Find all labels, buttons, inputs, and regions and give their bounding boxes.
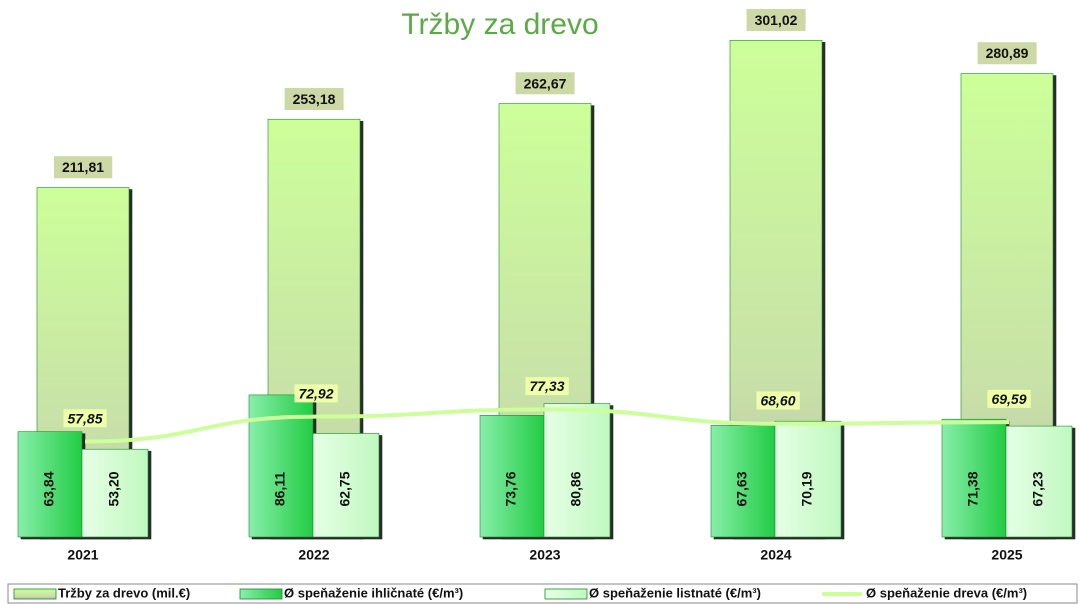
data-label: 253,18 xyxy=(293,91,336,107)
data-label: 69,59 xyxy=(991,391,1026,407)
bar xyxy=(774,420,842,538)
data-label: 67,63 xyxy=(734,471,750,506)
data-label: 62,75 xyxy=(337,471,353,506)
label-bg xyxy=(284,87,344,110)
data-label: 53,20 xyxy=(106,471,122,506)
bar xyxy=(543,403,611,538)
x-tick-label: 2024 xyxy=(760,547,791,563)
data-label: 262,67 xyxy=(524,75,567,91)
label-bg xyxy=(746,9,806,32)
bar-label-group: 211,81 xyxy=(53,156,113,179)
label-bg xyxy=(756,391,800,410)
bar xyxy=(710,425,776,538)
line-label-group: 69,59 xyxy=(987,389,1031,408)
line-label-group: 77,33 xyxy=(525,377,569,396)
x-tick-label: 2023 xyxy=(529,547,560,563)
line-label-group: 57,85 xyxy=(63,409,107,428)
label-bg xyxy=(525,377,569,396)
x-tick-label: 2021 xyxy=(67,547,98,563)
line-label-group: 68,60 xyxy=(756,391,800,410)
data-label: 63,84 xyxy=(41,471,57,506)
legend-label: Ø speňaženie dreva (€/m³) xyxy=(866,585,1027,600)
bar-label-group: 253,18 xyxy=(284,87,344,110)
data-label: 73,76 xyxy=(503,471,519,506)
data-label: 80,86 xyxy=(568,471,584,506)
bar-label-group: 262,67 xyxy=(515,72,575,95)
data-label: 72,92 xyxy=(298,385,333,401)
data-label: 301,02 xyxy=(755,12,798,28)
line-label-group: 72,92 xyxy=(294,384,338,403)
bar-label-group: 280,89 xyxy=(977,42,1037,65)
data-label: 280,89 xyxy=(986,45,1029,61)
label-bg xyxy=(63,409,107,428)
bar-label-group: 301,02 xyxy=(746,9,806,32)
bar xyxy=(479,414,545,538)
data-label: 57,85 xyxy=(67,410,102,426)
data-label: 86,11 xyxy=(272,472,288,506)
legend-swatch xyxy=(544,588,588,600)
legend-swatch xyxy=(239,588,283,600)
data-label: 71,38 xyxy=(965,471,981,506)
bar xyxy=(17,431,83,538)
chart-title: Tržby za drevo xyxy=(401,8,598,41)
bar xyxy=(941,418,1007,538)
label-bg xyxy=(515,72,575,95)
x-tick-label: 2022 xyxy=(298,547,329,563)
legend-box xyxy=(7,583,1078,604)
data-label: 67,23 xyxy=(1030,471,1046,506)
bar xyxy=(312,433,380,538)
label-bg xyxy=(53,156,113,179)
bar xyxy=(1005,425,1073,538)
x-tick-label: 2025 xyxy=(991,547,1022,563)
legend-label: Tržby za drevo (mil.€) xyxy=(58,585,190,600)
line xyxy=(84,407,1010,444)
bar xyxy=(81,448,149,538)
data-label: 211,81 xyxy=(62,159,104,175)
data-label: 68,60 xyxy=(760,393,795,409)
legend-label: Ø speňaženie ihličnaté (€/m³) xyxy=(284,585,463,600)
legend-swatch xyxy=(13,588,57,600)
label-bg xyxy=(294,384,338,403)
data-label: 77,33 xyxy=(529,378,564,394)
legend-label: Ø speňaženie listnaté (€/m³) xyxy=(589,585,761,600)
data-label: 70,19 xyxy=(799,471,815,506)
label-bg xyxy=(977,42,1037,65)
label-bg xyxy=(987,389,1031,408)
